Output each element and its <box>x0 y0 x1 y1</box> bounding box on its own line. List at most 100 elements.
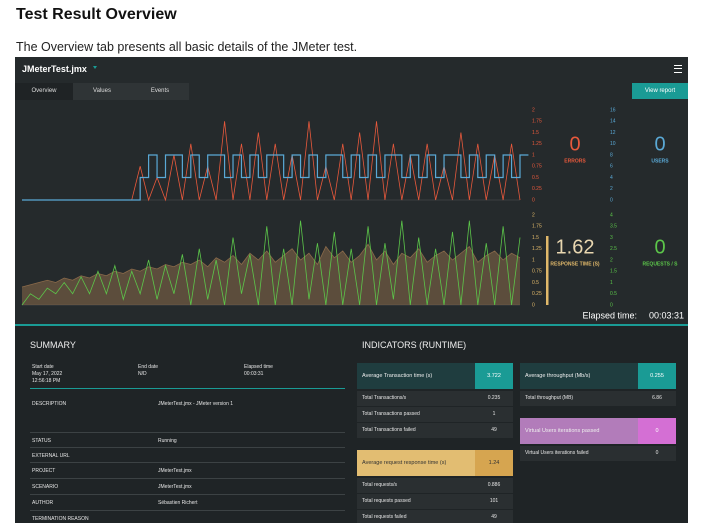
kpi-label: RESPONSE TIME (S) <box>550 261 600 267</box>
indicators-title: INDICATORS (RUNTIME) <box>362 340 467 350</box>
y2-tick-label: 3 <box>610 235 613 241</box>
indicator-row-label: Total Transactions/s <box>362 395 407 401</box>
summary-value: JMeterTest.jmx - JMeter version 1 <box>158 401 234 407</box>
tab[interactable]: Values <box>73 83 131 100</box>
row-line <box>30 432 345 433</box>
row-line <box>30 494 345 495</box>
charts: 00.250.50.7511.251.51.752024681012141600… <box>21 107 684 320</box>
indicator-label: Average request response time (s) <box>362 460 447 466</box>
indicator-row-label: Total Transactions failed <box>362 427 416 433</box>
y-tick-label: 1.25 <box>532 246 542 252</box>
indicator-header <box>520 363 638 389</box>
row-line <box>30 447 345 448</box>
kpi-value: 0 <box>569 133 580 155</box>
indicator-row-label: Total requests passed <box>362 498 411 504</box>
separator <box>15 324 688 326</box>
y-tick-label: 1 <box>532 257 535 263</box>
row-line <box>30 510 345 511</box>
indicator-row <box>357 478 513 493</box>
indicator-header <box>520 418 638 444</box>
meta-value: N/D <box>138 371 147 377</box>
summary-label: DESCRIPTION <box>32 401 67 407</box>
y-tick-label: 0.5 <box>532 280 539 286</box>
indicator-value-box <box>475 363 513 389</box>
y2-tick-label: 0 <box>610 302 613 308</box>
y2-tick-label: 4 <box>610 212 613 218</box>
summary-label: SCENARIO <box>32 484 59 490</box>
summary-divider <box>30 388 345 389</box>
y2-tick-label: 1 <box>610 280 613 286</box>
indicator-row-value: 49 <box>491 514 497 520</box>
y-tick-label: 1.25 <box>532 141 542 147</box>
y2-tick-label: 6 <box>610 164 613 170</box>
indicator-row-label: Total requests failed <box>362 514 407 520</box>
meta-label: Elapsed time <box>244 364 273 370</box>
tab[interactable]: Events <box>131 83 189 100</box>
indicator-row-value: 101 <box>489 498 499 504</box>
file-name[interactable]: JMeterTest.jmx <box>22 64 87 74</box>
row-line <box>30 462 345 463</box>
indicator-label: Average Transaction time (s) <box>362 373 433 379</box>
y2-tick-label: 16 <box>610 107 616 113</box>
kpi-value: 1.62 <box>556 236 595 258</box>
y-tick-label: 2 <box>532 212 535 218</box>
indicator-label: Virtual Users iterations passed <box>525 428 600 434</box>
summary-value: JMeterTest.jmx <box>158 484 192 490</box>
response-bar <box>546 236 549 305</box>
tab[interactable]: Overview <box>15 83 73 100</box>
y2-tick-label: 0.5 <box>610 291 617 297</box>
indicator-value-box <box>475 450 513 476</box>
elapsed-label: Elapsed time: <box>582 310 637 320</box>
dropdown-caret[interactable] <box>93 66 97 69</box>
y-tick-label: 0.75 <box>532 164 542 170</box>
indicator-row <box>357 494 513 509</box>
dashboard: JMeterTest.jmx View report 0 0.25 0.5 0.75 1… <box>15 57 688 523</box>
indicator-value: 3.722 <box>487 373 501 379</box>
indicator-row <box>357 423 513 438</box>
kpi-value: 0 <box>654 133 665 155</box>
y-tick-label: 1.5 <box>532 235 539 241</box>
indicator-row <box>357 407 513 422</box>
y-tick-label: 1.75 <box>532 224 542 230</box>
y-tick-label: 0.75 <box>532 269 542 275</box>
summary-title: SUMMARY <box>30 340 76 350</box>
view-report-button[interactable]: View report <box>632 83 688 99</box>
y2-tick-label: 2 <box>610 186 613 192</box>
indicator-row <box>520 391 676 406</box>
y2-tick-label: 8 <box>610 152 613 158</box>
summary-label: TERMINATION REASON <box>32 516 89 522</box>
indicator-row <box>357 510 513 523</box>
button-label[interactable]: View report <box>644 88 676 94</box>
page-title: Test Result Overview <box>16 6 177 23</box>
line <box>22 154 529 201</box>
indicator-row-value: 6.86 <box>652 395 662 401</box>
summary-label: STATUS <box>32 438 51 444</box>
meta-value: 00:03:31 <box>244 371 264 377</box>
indicator-row-value: 0.235 <box>487 395 501 401</box>
summary-value: JMeterTest.jmx <box>158 468 192 474</box>
row-line <box>30 478 345 479</box>
indicator-row-label: Total throughput (MB) <box>525 395 574 401</box>
indicator-label: Average throughput (Mb/s) <box>525 373 591 379</box>
summary-value: Running <box>158 438 177 444</box>
y-tick-label: 0.25 <box>532 291 542 297</box>
kpi-label: ERRORS <box>564 158 586 164</box>
area <box>22 244 520 305</box>
indicator-row <box>520 446 676 461</box>
y2-tick-label: 10 <box>610 141 616 147</box>
indicator-value-box <box>638 418 676 444</box>
indicator-row-value: 1 <box>492 411 496 417</box>
summary-label: EXTERNAL URL <box>32 453 70 459</box>
kpi-label: REQUESTS / S <box>642 261 678 267</box>
indicator-row-value: 49 <box>491 427 497 433</box>
menu-icon[interactable] <box>674 65 682 73</box>
meta-label: End date <box>138 364 159 370</box>
y2-tick-label: 3.5 <box>610 224 617 230</box>
indicator-value: 0 <box>655 428 659 434</box>
summary-label: PROJECT <box>32 468 56 474</box>
y2-tick-label: 2 <box>610 257 613 263</box>
y-tick-label: 2 <box>532 107 535 113</box>
indicator-row-label: Total requests/s <box>362 482 398 488</box>
y-tick-label: 1.75 <box>532 119 542 125</box>
